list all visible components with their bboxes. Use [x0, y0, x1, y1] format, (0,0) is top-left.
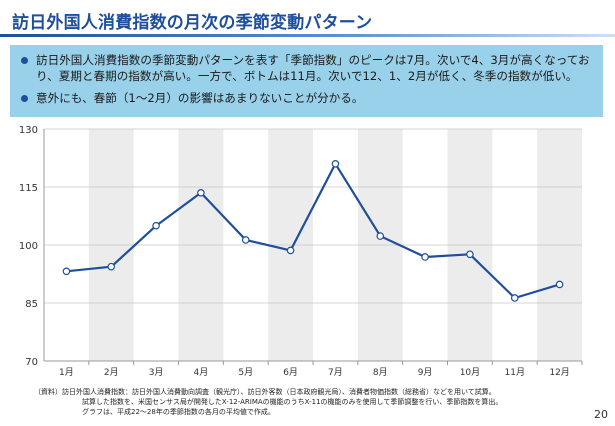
slide-title: 訪日外国人消費指数の月次の季節変動パターン — [12, 13, 373, 33]
method-note: 試算した指数を、米国センサス局が開発したX-12-ARIMAの機能のうちX-11… — [82, 398, 503, 406]
summary-box: 訪日外国人消費指数の季節変動パターンを表す「季節指数」のピークは7月。次いで4、… — [10, 45, 603, 117]
x-tick-label: 3月 — [149, 367, 164, 378]
summary-bullet: 訪日外国人消費指数の季節変動パターンを表す「季節指数」のピークは7月。次いで4、… — [18, 52, 595, 84]
page-number: 20 — [594, 408, 608, 421]
x-tick-label: 9月 — [418, 367, 433, 378]
data-point — [241, 236, 250, 244]
bullet-text: 訪日外国人消費指数の季節変動パターンを表す「季節指数」のピークは7月。次いで4、… — [36, 53, 590, 83]
period-note: グラフは、平成22～28年の季節指数の各月の平均値で作成。 — [82, 408, 275, 416]
x-tick-label: 10月 — [460, 367, 480, 378]
data-point — [107, 262, 116, 271]
x-tick-label: 1月 — [59, 367, 74, 378]
x-tick-label: 4月 — [194, 367, 209, 378]
x-tick-label: 5月 — [238, 367, 253, 378]
y-tick-label: 85 — [25, 299, 38, 310]
bullet-dot-icon — [21, 57, 28, 64]
source-notes: （資料）訪日外国人消費指数：訪日外国人消費動向調査（観光庁）、訪日外客数（日本政… — [34, 387, 579, 417]
data-point — [376, 232, 385, 240]
data-point — [510, 294, 519, 302]
summary-bullet: 意外にも、春節（1～2月）の影響はあまりないことが分かる。 — [18, 90, 595, 106]
data-point — [331, 159, 340, 168]
data-point — [555, 280, 564, 289]
y-tick-label: 130 — [19, 125, 38, 136]
x-tick-label: 7月 — [328, 367, 343, 378]
seasonal-index-chart: 70 85 100 115 130 1月 2月 3月 4月 5月 6月 7月 8月 9月 10月 11月 12月 — [19, 125, 583, 378]
x-tick-label: 12月 — [549, 367, 569, 378]
data-point — [62, 267, 71, 276]
series-line — [66, 162, 560, 300]
data-point — [421, 253, 429, 261]
title-underline — [0, 34, 615, 37]
y-tick-label: 70 — [25, 357, 38, 368]
data-point — [286, 246, 295, 255]
bullet-text: 意外にも、春節（1～2月）の影響はあまりないことが分かる。 — [36, 91, 364, 105]
x-tick-label: 11月 — [505, 367, 525, 378]
data-point — [466, 250, 474, 259]
source-note: （資料）訪日外国人消費指数：訪日外国人消費動向調査（観光庁）、訪日外客数（日本政… — [34, 388, 496, 396]
data-point — [197, 189, 205, 197]
x-tick-label: 8月 — [373, 367, 388, 378]
y-tick-label: 115 — [19, 183, 38, 194]
x-tick-label: 6月 — [283, 367, 298, 378]
x-tick-label: 2月 — [104, 367, 119, 378]
y-tick-label: 100 — [19, 241, 38, 252]
bullet-dot-icon — [21, 95, 28, 102]
data-point — [152, 221, 160, 230]
